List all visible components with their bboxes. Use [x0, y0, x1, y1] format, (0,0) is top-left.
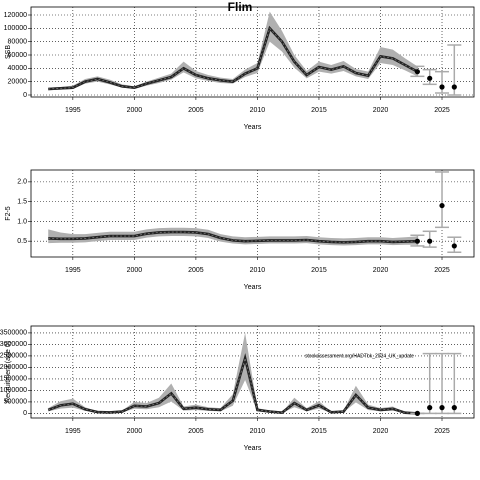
x-tick-label: 2005	[188, 428, 204, 435]
x-tick-label: 1995	[65, 267, 81, 274]
x-tick-label: 1995	[65, 428, 81, 435]
y-axis-label: SSB	[5, 45, 12, 59]
plot-frame	[30, 325, 475, 419]
x-tick-label: 2010	[250, 267, 266, 274]
projection-point	[451, 405, 457, 411]
x-axis-label: Years	[244, 124, 262, 131]
y-tick-label: 100000	[4, 25, 27, 32]
projection-point	[439, 84, 445, 90]
y-tick-label: 20000	[8, 79, 28, 86]
y-tick-label: 1.0	[17, 218, 27, 225]
y-tick-label: 2000000	[0, 364, 27, 371]
x-tick-label: 2000	[127, 107, 143, 114]
y-axis-label: F2-5	[5, 206, 12, 221]
y-tick-label: 1.5	[17, 198, 27, 205]
y-tick-label: 1500000	[0, 376, 27, 383]
x-tick-label: 2020	[373, 267, 389, 274]
x-tick-label: 2015	[311, 107, 327, 114]
y-tick-label: 3000000	[0, 341, 27, 348]
x-tick-label: 2005	[188, 267, 204, 274]
x-tick-label: 2015	[311, 428, 327, 435]
x-axis-label: Years	[244, 284, 262, 291]
annotation: stockassessment.org/HADTbk_2024_UK_updat…	[305, 353, 414, 359]
plot-frame	[30, 6, 475, 98]
y-tick-label: 0.5	[17, 238, 27, 245]
x-tick-label: 2025	[434, 107, 450, 114]
y-axis-label: Recruitment (age 0)	[5, 341, 12, 403]
projection-point	[414, 238, 420, 244]
x-tick-label: 2025	[434, 428, 450, 435]
x-tick-label: 2020	[373, 107, 389, 114]
estimate-line-dash	[48, 27, 418, 90]
x-tick-label: 2020	[373, 428, 389, 435]
y-tick-label: 60000	[8, 52, 28, 59]
x-tick-label: 1995	[65, 107, 81, 114]
x-tick-label: 2010	[250, 428, 266, 435]
y-tick-label: 500000	[4, 399, 27, 406]
projection-point	[414, 410, 420, 416]
x-tick-label: 2005	[188, 107, 204, 114]
x-tick-label: 2015	[311, 267, 327, 274]
projection-point	[427, 405, 433, 411]
estimate-line-dash	[48, 231, 418, 243]
plot-frame	[30, 169, 475, 258]
x-tick-label: 2000	[127, 267, 143, 274]
projection-point	[439, 405, 445, 411]
x-tick-label: 2010	[250, 107, 266, 114]
y-tick-label: 2.0	[17, 179, 27, 186]
x-tick-label: 2000	[127, 428, 143, 435]
y-tick-label: 3500000	[0, 330, 27, 337]
y-tick-label: 1000000	[0, 387, 27, 394]
y-tick-label: 0	[23, 410, 27, 417]
estimate-line	[47, 353, 418, 415]
projection-point	[427, 75, 433, 81]
y-tick-label: 40000	[8, 65, 28, 72]
y-tick-label: 80000	[8, 39, 28, 46]
projection-point	[451, 84, 457, 90]
projection-point	[414, 69, 420, 75]
projection-point	[439, 202, 445, 209]
y-tick-label: 2500000	[0, 353, 27, 360]
confidence-band	[48, 11, 418, 91]
projection-point	[427, 238, 433, 244]
x-axis-label: Years	[244, 445, 262, 452]
projection-point	[451, 243, 457, 249]
x-tick-label: 2025	[434, 267, 450, 274]
y-tick-label: 120000	[4, 12, 27, 19]
y-tick-label: 0	[23, 92, 27, 99]
